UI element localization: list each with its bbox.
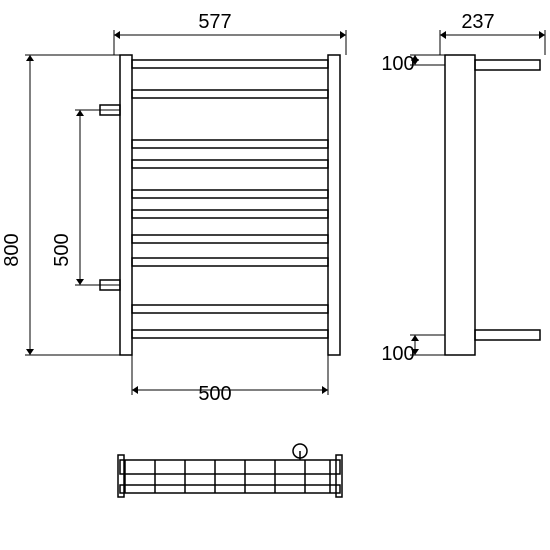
dimension-label: 237 — [461, 11, 494, 33]
dimension-label: 100 — [381, 343, 414, 365]
technical-drawing: 577 800 500 500 237 100 100 — [0, 0, 550, 550]
dimension-label: 500 — [51, 233, 73, 266]
dimension-label: 577 — [198, 11, 231, 33]
dimension-label: 100 — [381, 53, 414, 75]
dimension-label: 800 — [1, 233, 23, 266]
dimension-label: 500 — [198, 383, 231, 405]
